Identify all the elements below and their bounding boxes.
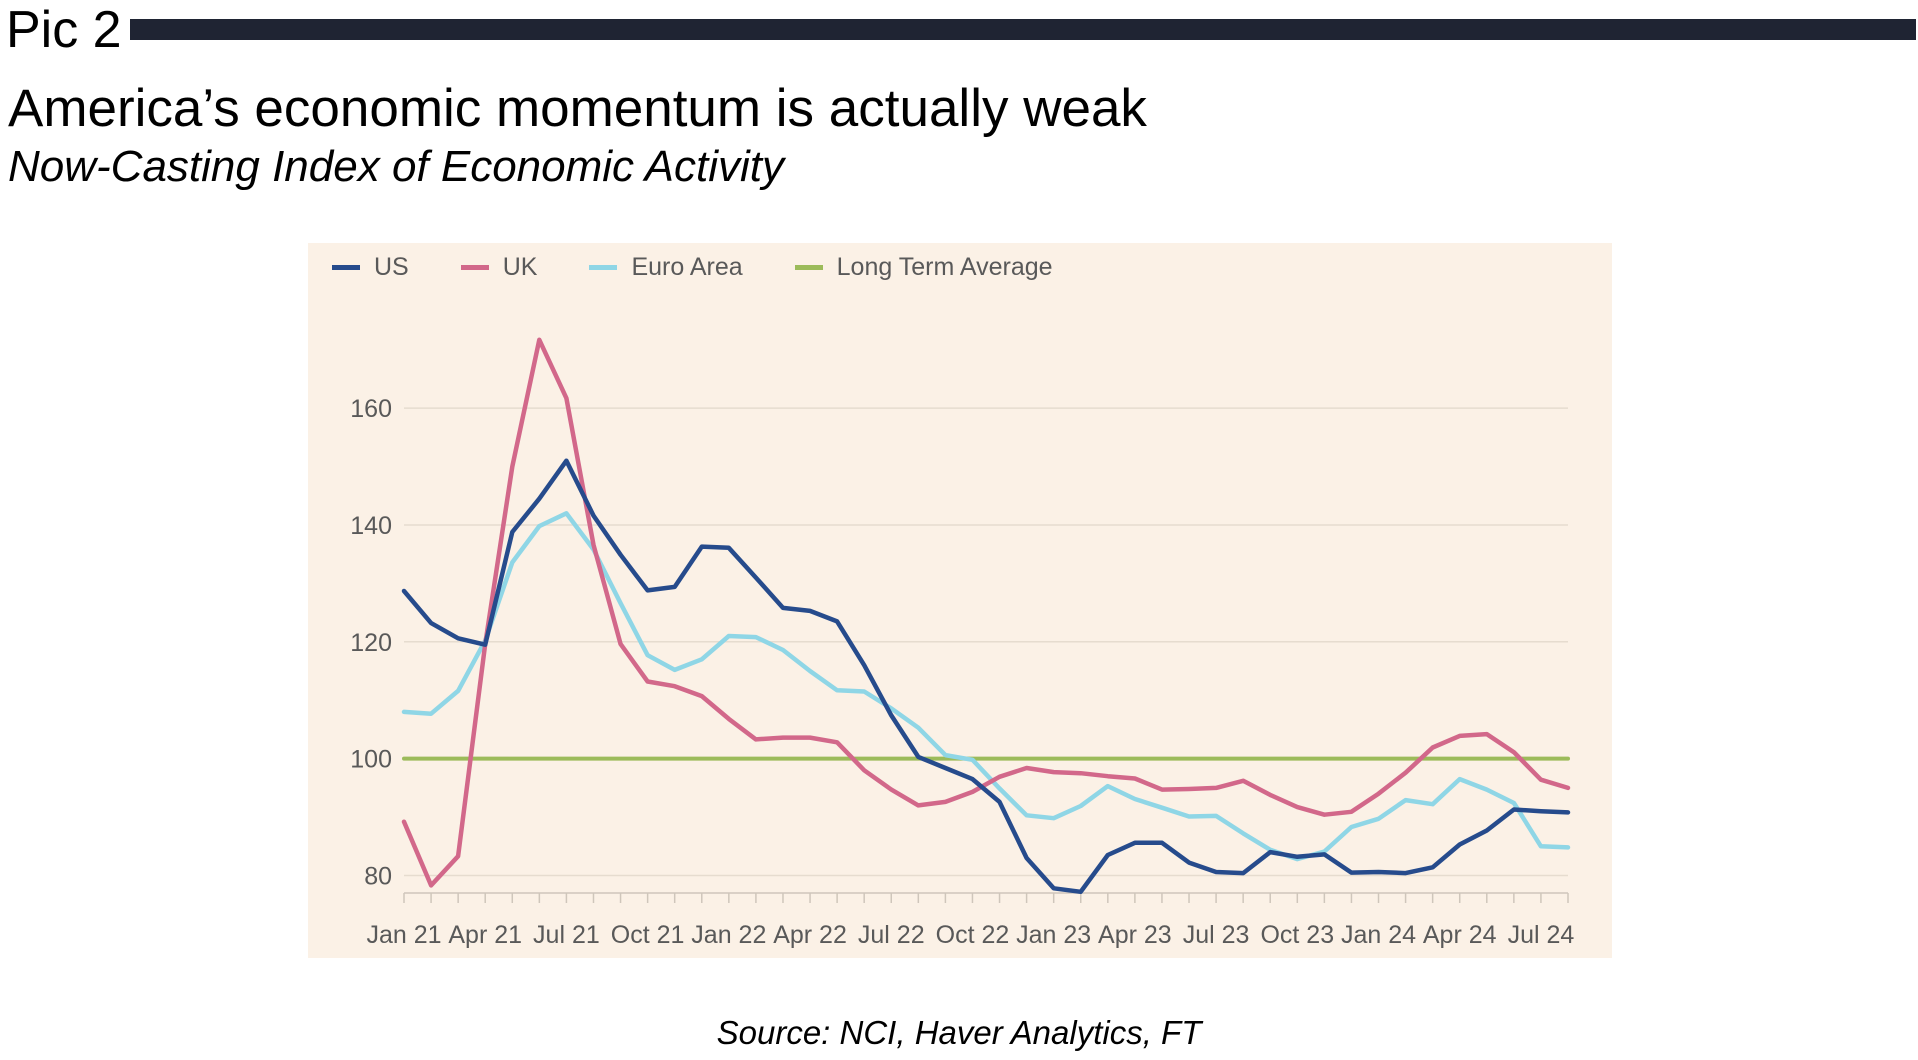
legend-item-uk: UK xyxy=(460,253,538,282)
chart-panel: US UK Euro Area Long Term Average 80 100 1… xyxy=(308,243,1612,958)
legend-item-us: US xyxy=(332,253,409,282)
chart-subtitle: Now-Casting Index of Economic Activity xyxy=(8,142,784,191)
legend-item-euro-area: Euro Area xyxy=(589,253,743,282)
pic-label: Pic 2 xyxy=(6,1,122,59)
y-tick-label: 120 xyxy=(350,629,392,657)
legend-swatch-us xyxy=(332,265,360,270)
legend-label-long-term-average: Long Term Average xyxy=(836,253,1053,281)
x-tick-label: Oct 21 xyxy=(611,921,685,949)
y-tick-label: 100 xyxy=(350,746,392,774)
y-tick-label: 160 xyxy=(350,395,392,423)
x-tick-label: Apr 24 xyxy=(1423,921,1497,949)
x-tick-label: Jan 21 xyxy=(366,921,441,949)
x-tick-label: Jan 24 xyxy=(1341,921,1416,949)
y-tick-label: 80 xyxy=(364,862,392,890)
header-bar xyxy=(130,19,1916,40)
x-tick-label: Jan 23 xyxy=(1016,921,1091,949)
legend-label-uk: UK xyxy=(502,253,538,281)
x-tick-label: Apr 23 xyxy=(1098,921,1172,949)
x-tick-label: Oct 23 xyxy=(1260,921,1334,949)
source-note: Source: NCI, Haver Analytics, FT xyxy=(716,1014,1202,1051)
x-tick-label: Jul 23 xyxy=(1183,921,1250,949)
x-tick-label: Oct 22 xyxy=(936,921,1010,949)
legend-swatch-uk xyxy=(460,265,489,270)
x-tick-label: Jul 22 xyxy=(858,921,925,949)
x-tick-label: Apr 21 xyxy=(448,921,522,949)
x-tick-label: Apr 22 xyxy=(773,921,847,949)
legend-label-us: US xyxy=(374,253,409,281)
x-tick-label: Jan 22 xyxy=(691,921,766,949)
y-tick-label: 140 xyxy=(350,512,392,540)
x-tick-label: Jul 24 xyxy=(1508,921,1575,949)
chart-legend: US UK Euro Area Long Term Average xyxy=(332,253,1105,282)
legend-swatch-long-term-average xyxy=(794,265,823,270)
x-tick-label: Jul 21 xyxy=(533,921,600,949)
legend-swatch-euro-area xyxy=(589,265,618,270)
series-line-uk xyxy=(401,337,1571,888)
legend-item-long-term-average: Long Term Average xyxy=(794,253,1053,282)
legend-label-euro-area: Euro Area xyxy=(631,253,743,281)
chart-title: America’s economic momentum is actually … xyxy=(8,79,1147,138)
series-line-us xyxy=(401,458,1571,895)
series-line-euro-area xyxy=(401,511,1571,862)
